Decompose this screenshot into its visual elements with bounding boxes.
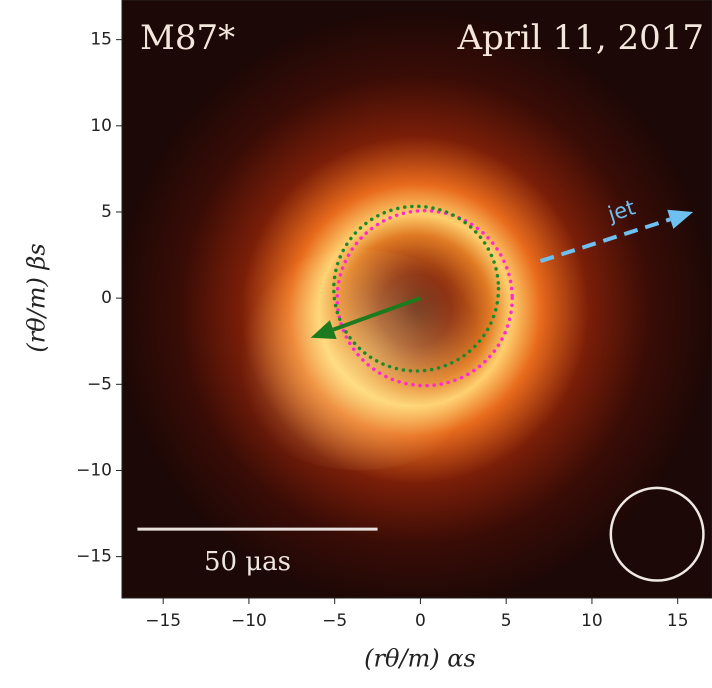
y-tick-label: 10 — [90, 116, 112, 136]
image — [115, 0, 712, 610]
title: M87* — [140, 18, 235, 58]
y-tick-label: 5 — [101, 202, 112, 222]
scale-bar-label: 50 μas — [204, 547, 291, 577]
x-axis-label: (rθ/m) αs — [364, 645, 476, 673]
y-tick-label: −10 — [76, 460, 112, 480]
x-tick-label: 15 — [667, 611, 689, 631]
x-tick-label: 5 — [501, 611, 512, 631]
date: April 11, 2017 — [456, 18, 704, 58]
y-tick-label: 0 — [101, 288, 112, 308]
x-tick-label: 10 — [581, 611, 603, 631]
y-axis-label: (rθ/m) βs — [23, 243, 51, 352]
y-tick-label: −5 — [87, 374, 112, 394]
chart: M87* April 11, 2017 (rθ/m) αs (rθ/m) βs … — [0, 0, 712, 684]
x-tick-label: 0 — [415, 611, 426, 631]
y-tick-label: 15 — [90, 30, 112, 50]
x-tick-label: −10 — [231, 611, 267, 631]
y-tick-label: −15 — [76, 547, 112, 567]
x-tick-label: −5 — [322, 611, 347, 631]
x-tick-label: −15 — [145, 611, 181, 631]
